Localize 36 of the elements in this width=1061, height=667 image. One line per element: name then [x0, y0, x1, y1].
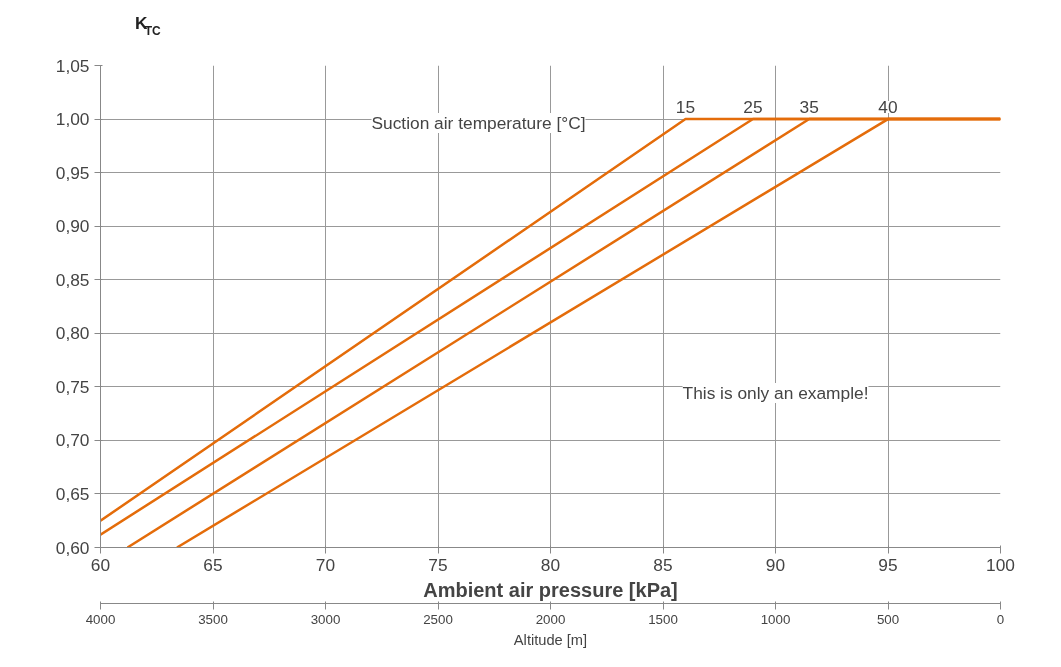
x2-tick-label: 0: [996, 611, 1005, 627]
x-tick-label: 65: [203, 554, 223, 575]
x-tick-label: 60: [90, 554, 111, 575]
series-label: 40: [878, 97, 898, 118]
x2-tick-label: 1000: [760, 611, 791, 627]
x-tick-label: 100: [986, 554, 1015, 575]
y-tick-label: 0,80: [55, 323, 90, 344]
x-tick-label: 80: [540, 554, 561, 575]
y-tick-label: 1,05: [55, 55, 90, 76]
series-label: 15: [675, 97, 696, 118]
annotation: Suction air temperature [°C]: [371, 112, 586, 133]
x2-tick-label: 3500: [198, 611, 228, 627]
y-tick-label: 0,95: [55, 162, 90, 183]
x2-tick-label: 2500: [423, 611, 453, 627]
x-tick-label: 90: [765, 554, 786, 575]
y-tick-label: 0,75: [55, 376, 90, 397]
x2-axis-title: Altitude [m]: [513, 631, 588, 648]
y-tick-label: 0,90: [55, 216, 90, 237]
y-tick-label: 0,85: [55, 269, 90, 290]
y-tick-label: 0,60: [55, 537, 90, 558]
series-label: 35: [799, 97, 819, 118]
x2-tick-label: 1500: [648, 611, 678, 627]
series-label: 25: [743, 97, 763, 118]
x2-tick-label: 3000: [310, 611, 341, 627]
x2-tick-label: 2000: [535, 611, 566, 627]
x-axis-title: Ambient air pressure [kPa]: [423, 578, 678, 601]
y-tick-label: 0,65: [55, 483, 90, 504]
x-tick-label: 75: [428, 554, 448, 575]
x-tick-label: 85: [653, 554, 673, 575]
y-tick-label: 0,70: [55, 430, 90, 451]
x-tick-label: 95: [878, 554, 898, 575]
y-tick-label: 1,00: [55, 109, 90, 130]
x-tick-label: 70: [315, 554, 336, 575]
x2-tick-label: 4000: [85, 611, 116, 627]
annotation: This is only an example!: [682, 382, 869, 403]
x2-tick-label: 500: [876, 611, 900, 627]
